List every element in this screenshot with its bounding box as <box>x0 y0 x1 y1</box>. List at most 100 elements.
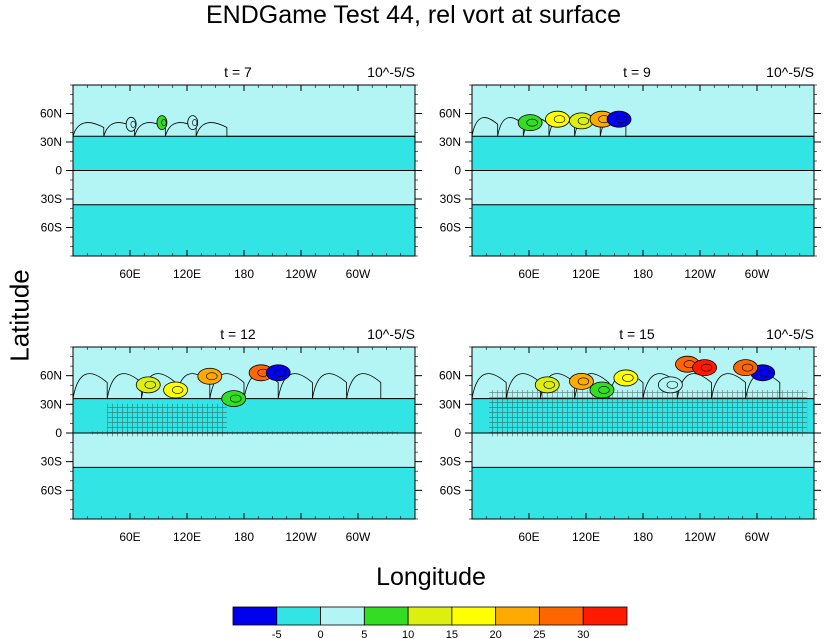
vortex-core <box>526 118 538 127</box>
vortex-core <box>192 119 198 127</box>
vortex-feature <box>163 381 189 399</box>
vortex-core <box>700 363 713 372</box>
vorticity-zone <box>472 170 814 205</box>
x-tick-label: 180 <box>234 267 254 281</box>
vortex-core <box>741 363 754 372</box>
x-tick-label: 120E <box>572 267 600 281</box>
vortex-core <box>161 119 167 127</box>
x-axis-title: Longitude <box>376 563 486 591</box>
vorticity-zone <box>472 433 814 468</box>
colorbar-box <box>582 606 628 626</box>
gravity-wave-noise <box>107 403 227 437</box>
y-tick-label: 60N <box>40 369 62 383</box>
y-tick-label: 30N <box>40 397 62 411</box>
x-tick-label: 60E <box>119 267 140 281</box>
map-panel: 60E 120E 180 120W 60W 60N 30N 0 30S 60S t = 12 10^-… <box>40 326 422 544</box>
vortex-core <box>144 380 156 389</box>
vortex-core <box>577 117 590 125</box>
y-tick-label: 60S <box>41 221 62 235</box>
vortex-feature <box>221 390 247 408</box>
y-tick-label: 60N <box>439 369 461 383</box>
colorbar-box <box>539 606 584 626</box>
colorbar-box <box>495 606 540 626</box>
colorbar-box <box>232 606 278 626</box>
map-panel: 60E 120E 180 120W 60W 60N 30N 0 30S 60S t = 7 10^-5… <box>40 64 422 281</box>
vortex-feature <box>589 381 615 399</box>
vortex-feature <box>569 372 594 390</box>
x-tick-label: 120E <box>173 530 201 544</box>
vortex-feature <box>657 376 683 394</box>
y-tick-label: 60N <box>40 107 62 121</box>
x-tick-label: 120E <box>572 530 600 544</box>
y-tick-label: 60S <box>41 483 62 497</box>
vortex-feature <box>534 376 560 394</box>
y-tick-label: 0 <box>55 164 62 178</box>
vortex-feature <box>135 376 161 394</box>
x-tick-label: 60W <box>745 267 770 281</box>
panel-time-label: t = 15 <box>619 326 655 342</box>
panel-units-label: 10^-5/S <box>766 64 814 80</box>
panel-time-label: t = 12 <box>220 326 256 342</box>
y-tick-label: 30N <box>439 135 461 149</box>
x-tick-label: 120W <box>285 267 317 281</box>
y-tick-label: 0 <box>55 426 62 440</box>
vorticity-zone <box>472 204 814 256</box>
colorbar-label: 20 <box>490 629 502 639</box>
vortex-feature <box>517 114 543 132</box>
colorbar-label: 10 <box>402 629 414 639</box>
x-tick-label: 60W <box>346 267 371 281</box>
wave-crests <box>72 373 415 399</box>
vorticity-zone <box>73 170 415 205</box>
vortex-core <box>615 115 627 124</box>
y-axis-title: Latitude <box>4 269 35 362</box>
vortex-feature <box>197 367 223 385</box>
vorticity-zone <box>73 204 415 256</box>
vorticity-zone <box>73 467 415 519</box>
y-tick-label: 30N <box>40 135 62 149</box>
panel-units-label: 10^-5/S <box>367 64 415 80</box>
y-tick-label: 30S <box>440 455 461 469</box>
vortex-feature <box>545 110 570 128</box>
vorticity-zone <box>73 136 415 171</box>
colorbar-label: 5 <box>361 629 367 639</box>
x-tick-label: 120W <box>285 530 317 544</box>
map-panel: 60E 120E 180 120W 60W 60N 30N 0 30S 60S t = 15 10^-… <box>439 326 821 544</box>
y-tick-label: 60N <box>439 107 461 121</box>
gravity-wave-noise <box>489 431 797 435</box>
vortex-core <box>666 380 679 389</box>
vortex-feature <box>692 359 717 377</box>
x-tick-label: 120E <box>173 267 201 281</box>
vortex-core <box>130 120 136 128</box>
y-tick-label: 30N <box>439 397 461 411</box>
colorbar-label: 0 <box>317 629 323 639</box>
x-tick-label: 180 <box>633 267 653 281</box>
colorbar: -5 0 5 10 15 20 25 30 <box>232 606 628 639</box>
map-panel: 60E 120E 180 120W 60W 60N 30N 0 30S 60S t = 9 10^-5… <box>439 64 821 281</box>
vortex-feature <box>606 110 632 128</box>
vortex-core <box>553 115 566 124</box>
colorbar-box <box>451 606 497 626</box>
colorbar-label: -5 <box>272 629 282 639</box>
vorticity-zone <box>472 136 814 171</box>
chart-title: ENDGame Test 44, rel vort at surface <box>206 1 621 29</box>
colorbar-label: 15 <box>446 629 458 639</box>
y-tick-label: 60S <box>440 483 461 497</box>
vortex-core <box>274 368 286 377</box>
vorticity-zone <box>472 467 814 519</box>
colorbar-box <box>320 606 365 626</box>
vortex-core <box>622 374 634 382</box>
vortex-feature <box>613 369 639 387</box>
x-tick-label: 180 <box>234 530 254 544</box>
vortex-feature <box>733 359 758 377</box>
panel-units-label: 10^-5/S <box>766 326 814 342</box>
vortex-core <box>171 386 184 394</box>
colorbar-label: 30 <box>577 629 589 639</box>
y-tick-label: 60S <box>440 221 461 235</box>
x-tick-label: 60W <box>346 530 371 544</box>
colorbar-box <box>407 606 453 626</box>
vorticity-zone <box>73 433 415 468</box>
panel-units-label: 10^-5/S <box>367 326 415 342</box>
gravity-wave-noise <box>90 431 398 435</box>
y-tick-label: 0 <box>454 426 461 440</box>
panel-time-label: t = 7 <box>224 64 252 80</box>
